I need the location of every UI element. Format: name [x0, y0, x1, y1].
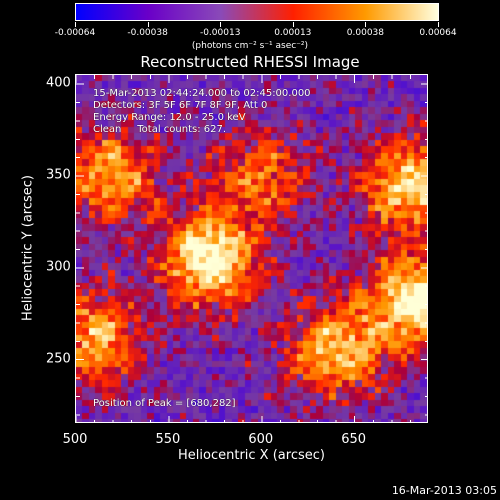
heatmap-plot: 15-Mar-2013 02:44:24.000 to 02:45:00.000…	[75, 74, 428, 423]
x-tick-label: 550	[155, 432, 181, 447]
colorbar-tick-label: 0.00038	[346, 28, 384, 38]
annotation-energy-range: Energy Range: 12.0 - 25.0 keV	[93, 112, 246, 123]
annotation-peak-position: Position of Peak = [680,282]	[93, 398, 236, 409]
colorbar-tick-label: 0.00064	[419, 28, 457, 38]
heatmap-image	[76, 75, 427, 422]
colorbar-tick-mark	[365, 22, 367, 27]
y-tick-label: 250	[46, 351, 71, 367]
y-axis-label: Heliocentric Y (arcsec)	[20, 175, 36, 321]
annotation-clean-counts: Clean Total counts: 627.	[93, 124, 227, 135]
x-axis-label: Heliocentric X (arcsec)	[178, 448, 325, 463]
y-tick-label: 400	[46, 75, 71, 91]
plot-tick-marks	[76, 75, 427, 422]
colorbar-tick-mark	[75, 22, 76, 27]
colorbar-tick-label: 0.00013	[274, 28, 312, 38]
annotation-time-range: 15-Mar-2013 02:44:24.000 to 02:45:00.000	[93, 88, 311, 99]
chart-title: Reconstructed RHESSI Image	[140, 53, 360, 71]
x-tick-label: 600	[248, 432, 274, 447]
x-tick-label: 650	[341, 432, 367, 447]
colorbar-tick-label: -0.00064	[54, 28, 96, 38]
footer-date: 16-Mar-2013 03:05	[391, 484, 497, 497]
colorbar-tick-label: -0.00038	[127, 28, 168, 38]
annotation-detectors: Detectors: 3F 5F 6F 7F 8F 9F, Att 0	[93, 100, 268, 111]
colorbar-tick-mark	[147, 22, 149, 27]
y-tick-label: 300	[46, 259, 71, 275]
colorbar-tick-mark	[292, 22, 294, 27]
x-tick-label: 500	[62, 432, 88, 447]
colorbar-tick-mark	[220, 22, 222, 27]
colorbar-units: (photons cm⁻² s⁻¹ asec⁻²)	[191, 41, 309, 51]
y-tick-label: 350	[46, 167, 71, 183]
colorbar-tick-mark	[438, 22, 439, 27]
colorbar-tick-label: -0.00013	[199, 28, 241, 38]
colorbar	[75, 3, 439, 21]
